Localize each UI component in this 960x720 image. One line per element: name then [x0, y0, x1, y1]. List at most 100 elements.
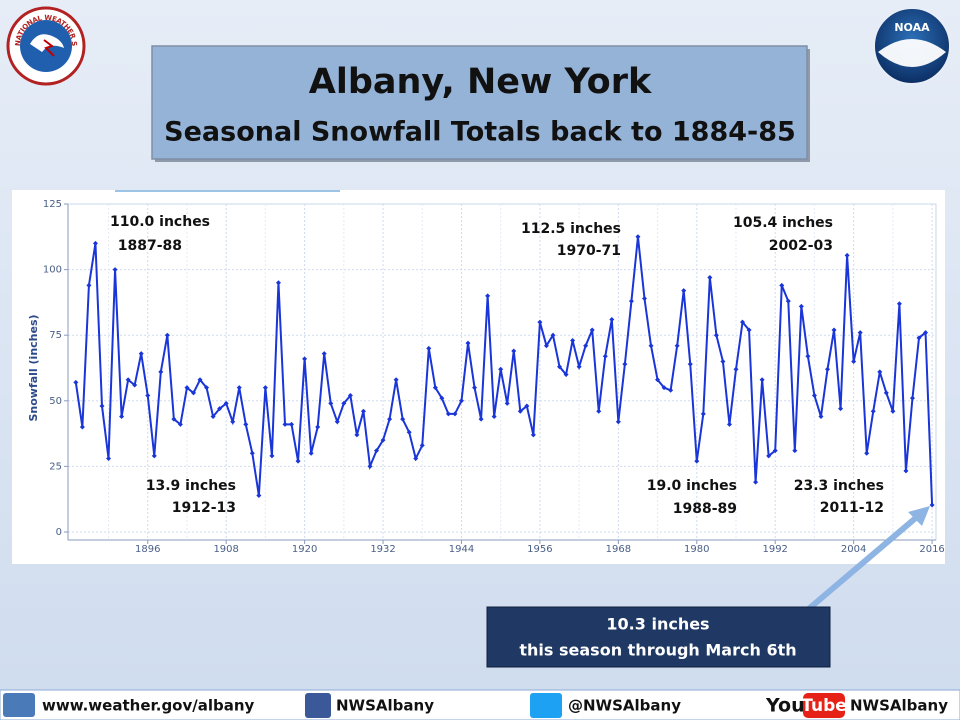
chart: 0 25 50 75 100 125 1896 1908 1920 1932 1944 1956 196… [27, 199, 945, 555]
data-point [439, 395, 445, 401]
data-point [713, 332, 719, 338]
data-point [158, 369, 164, 375]
x-tick-label: 1980 [684, 544, 709, 555]
data-point [380, 437, 386, 443]
data-point [106, 456, 112, 462]
subtitle: Seasonal Snowfall Totals back to 1884-85 [164, 117, 796, 148]
data-point [79, 424, 85, 430]
data-point [838, 406, 844, 412]
y-tick-label: 25 [49, 461, 62, 472]
title: Albany, New York [309, 62, 652, 102]
data-point [851, 358, 857, 364]
data-point [171, 416, 177, 422]
data-point [628, 298, 634, 304]
annotation: 1970-71 [557, 243, 621, 259]
data-point [772, 448, 778, 454]
annotation: 13.9 inches [146, 478, 236, 494]
data-point [602, 353, 608, 359]
footer-link[interactable]: www.weather.gov/albany [42, 697, 255, 715]
data-point [589, 327, 595, 333]
annotation: 2002-03 [769, 238, 833, 254]
footer-bar [0, 689, 960, 720]
data-point [687, 361, 693, 367]
data-point [498, 366, 504, 372]
data-point [583, 343, 589, 349]
data-point [668, 387, 674, 393]
data-point [249, 450, 255, 456]
annotation: 2011-12 [820, 500, 884, 516]
data-point [177, 421, 183, 427]
youtube-logo: You [765, 695, 805, 717]
data-point [73, 379, 79, 385]
callout-box [486, 606, 831, 668]
annotation: 1988-89 [673, 501, 737, 517]
data-point [779, 282, 785, 288]
data-point [374, 448, 380, 454]
data-point [406, 429, 412, 435]
data-point [753, 479, 759, 485]
callout-line: 10.3 inches [606, 615, 709, 634]
data-point [472, 385, 478, 391]
data-point [700, 411, 706, 417]
data-point [615, 419, 621, 425]
data-point [557, 364, 563, 370]
data-point [785, 298, 791, 304]
data-point [308, 450, 314, 456]
x-tick-label: 1896 [135, 544, 160, 555]
data-point [504, 400, 510, 406]
footer-link[interactable]: NWSAlbany [850, 697, 948, 715]
annotation: 105.4 inches [733, 215, 833, 231]
data-point [132, 382, 138, 388]
data-point [347, 393, 353, 399]
data-point [452, 411, 458, 417]
data-point [923, 330, 929, 336]
data-point [818, 414, 824, 420]
data-point [511, 348, 517, 354]
annotation: 1912-13 [172, 500, 236, 516]
footer-link[interactable]: @NWSAlbany [568, 697, 681, 715]
data-point [465, 340, 471, 346]
data-point [929, 502, 935, 508]
x-tick-label: 1956 [527, 544, 552, 555]
data-point [635, 234, 641, 240]
data-point [805, 353, 811, 359]
data-point [491, 414, 497, 420]
data-point [217, 406, 223, 412]
data-point [367, 463, 373, 469]
data-point [524, 403, 530, 409]
youtube-badge [803, 693, 845, 718]
data-point [269, 453, 275, 459]
annotation: 112.5 inches [521, 221, 621, 237]
data-point [400, 416, 406, 422]
data-point [387, 416, 393, 422]
y-axis-label: Snowfall (inches) [27, 314, 40, 421]
data-point [655, 377, 661, 383]
data-point [334, 419, 340, 425]
data-point [282, 421, 288, 427]
data-point [99, 403, 105, 409]
callout-arrowhead [908, 506, 930, 526]
facebook-icon [305, 693, 331, 718]
title-box [151, 45, 808, 160]
data-point [328, 400, 334, 406]
data-point [190, 390, 196, 396]
data-point [145, 393, 151, 399]
web-icon [3, 693, 35, 717]
data-point [890, 408, 896, 414]
data-point [478, 416, 484, 422]
x-tick-label: 2016 [919, 544, 944, 555]
data-point [740, 319, 746, 325]
data-point [419, 442, 425, 448]
data-point [543, 343, 549, 349]
data-point [798, 303, 804, 309]
data-point [92, 240, 98, 246]
data-point [825, 366, 830, 372]
data-point [563, 372, 569, 378]
data-point [909, 395, 915, 401]
data-point [831, 327, 837, 333]
data-point [243, 421, 249, 427]
x-tick-label: 1920 [292, 544, 317, 555]
footer-link[interactable]: NWSAlbany [336, 697, 434, 715]
data-point [119, 414, 125, 420]
data-point [393, 377, 399, 383]
